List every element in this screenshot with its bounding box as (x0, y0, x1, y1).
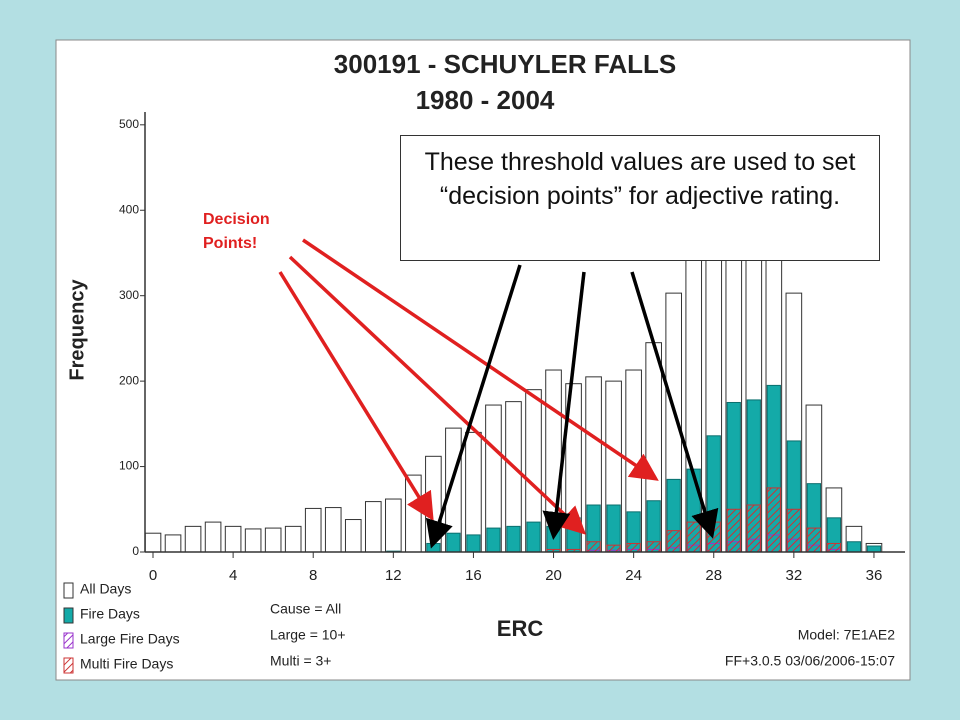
note: Cause = All (270, 601, 341, 617)
black-arrow (542, 271, 586, 540)
note: Large = 10+ (270, 627, 346, 643)
annotation-arrows (278, 238, 719, 549)
bar (465, 431, 482, 553)
bar (686, 521, 701, 553)
bar (486, 527, 501, 553)
legend-swatch (63, 607, 74, 624)
bar (224, 525, 242, 553)
red-arrow (278, 271, 434, 521)
bar (264, 527, 282, 553)
legend-swatch (63, 657, 74, 674)
bar (726, 508, 741, 553)
bar (426, 542, 441, 553)
black-arrow (630, 271, 719, 539)
x-tick-label: 24 (625, 567, 642, 584)
bar (364, 501, 382, 553)
legend-swatch (63, 632, 74, 649)
bar (846, 541, 862, 553)
note: Multi = 3+ (270, 653, 331, 669)
bar (184, 525, 202, 553)
x-tick-label: 0 (149, 567, 157, 584)
bar (826, 542, 842, 553)
model-label: Model: 7E1AE2 (798, 627, 895, 643)
bar (506, 525, 521, 553)
red-arrow (302, 238, 659, 481)
bar (466, 534, 481, 553)
bar (304, 507, 322, 553)
legend-label: All Days (80, 581, 131, 597)
chart-subtitle: 1980 - 2004 (416, 85, 555, 115)
x-tick-label: 4 (229, 567, 237, 584)
notes: Cause = All Large = 10+ Multi = 3+ (270, 601, 346, 669)
annotation: Decision Points! (203, 211, 270, 252)
x-tick-label: 36 (866, 567, 883, 584)
legend-label: Fire Days (80, 606, 140, 622)
x-tick-label: 16 (465, 567, 482, 584)
x-axis-label: ERC (497, 616, 544, 641)
y-axis-label: Frequency (66, 279, 88, 381)
bar (766, 487, 781, 553)
bar (344, 519, 362, 553)
bar (284, 525, 302, 553)
bar (866, 545, 882, 553)
bar (244, 528, 262, 553)
bar (586, 541, 601, 553)
y-tick-label: 400 (119, 202, 139, 216)
bar (446, 532, 461, 553)
y-tick-label: 0 (132, 544, 139, 558)
bar (626, 542, 641, 553)
version-label: FF+3.0.5 03/06/2006-15:07 (725, 653, 895, 669)
x-tick-label: 12 (385, 567, 402, 584)
x-tick-label: 8 (309, 567, 317, 584)
bar (385, 498, 402, 553)
bar (204, 521, 222, 553)
chart-title: 300191 - SCHUYLER FALLS (334, 49, 676, 79)
y-tick-label: 500 (119, 117, 139, 131)
bar (526, 521, 541, 553)
legend-label: Multi Fire Days (80, 656, 173, 672)
bar (666, 530, 681, 553)
y-tick-label: 100 (119, 459, 139, 473)
bar (606, 544, 621, 553)
black-arrow (425, 264, 522, 549)
x-tick-label: 20 (545, 567, 562, 584)
bar (746, 504, 761, 553)
bar (144, 532, 162, 553)
bar (324, 507, 342, 553)
bar (806, 527, 821, 553)
legend-label: Large Fire Days (80, 631, 180, 647)
bar (646, 541, 661, 553)
axes: 0 100 200 300 400 500 0 4 8 12 16 20 24 28 32 36 (119, 112, 905, 584)
bar (164, 534, 182, 553)
y-tick-label: 300 (119, 288, 139, 302)
legend-swatch (63, 582, 74, 599)
bar (786, 508, 801, 553)
x-tick-label: 32 (786, 567, 803, 584)
legend: All Days Fire Days Large Fire Days Multi Fi… (63, 581, 180, 674)
red-arrow (288, 255, 587, 535)
callout: These threshold values are used to set “… (400, 135, 880, 261)
y-tick-label: 200 (119, 373, 139, 387)
x-tick-label: 28 (705, 567, 722, 584)
